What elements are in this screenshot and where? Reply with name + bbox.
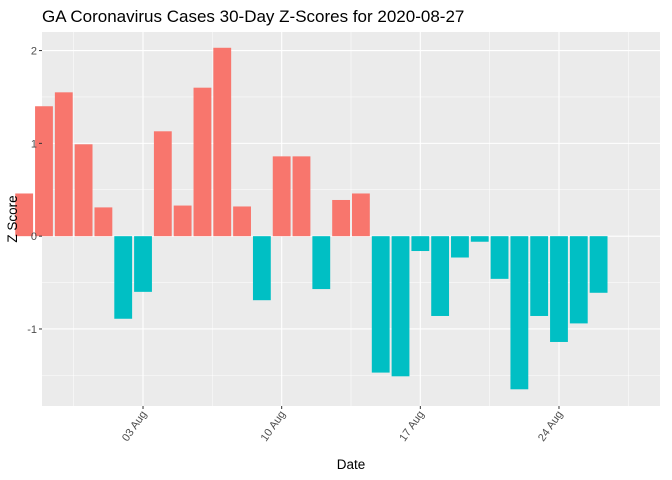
x-axis-title: Date — [337, 457, 366, 472]
y-axis-title: Z Score — [5, 195, 20, 242]
bar-2020-08-14: 2020-08-14: 0.39 — [332, 199, 351, 237]
bar-2020-08-10: 2020-08-10: -0.69 — [252, 236, 271, 301]
bar-2020-08-04: 2020-08-04: -0.6 — [134, 236, 152, 292]
chart-title: GA Coronavirus Cases 30-Day Z-Scores for… — [42, 7, 464, 26]
bar-2020-08-03: 2020-08-03: -0.89 — [114, 236, 133, 319]
bars: 2020-07-29: 0.462020-07-30: 1.42020-07-3… — [15, 47, 608, 390]
bar-2020-08-08: 2020-08-08: 2.03 — [213, 47, 232, 237]
bar-2020-08-13: 2020-08-13: -0.57 — [312, 236, 331, 290]
bar-2020-08-19: 2020-08-19: -0.86 — [431, 236, 450, 316]
bar-2020-08-09: 2020-08-09: 0.32 — [233, 206, 251, 237]
y-tick-label: 0 — [31, 231, 37, 243]
y-tick-label: 1 — [31, 138, 37, 150]
bar-2020-08-18: 2020-08-18: -0.16 — [411, 236, 430, 252]
bar-2020-08-02: 2020-08-02: 0.31 — [94, 207, 113, 237]
bar-2020-08-15: 2020-08-15: 0.46 — [351, 193, 370, 237]
bar-2020-08-17: 2020-08-17: -1.51 — [391, 236, 410, 377]
bar-2020-08-07: 2020-08-07: 1.6 — [193, 87, 212, 237]
bar-2020-08-01: 2020-08-01: 0.99 — [74, 144, 93, 237]
bar-2020-08-05: 2020-08-05: 1.13 — [153, 131, 172, 237]
bar-2020-08-16: 2020-08-16: -1.47 — [371, 236, 390, 373]
bar-2020-08-20: 2020-08-20: -0.23 — [451, 236, 469, 258]
bar-2020-08-23: 2020-08-23: -1.65 — [510, 236, 529, 390]
bar-2020-08-11: 2020-08-11: 0.86 — [272, 156, 291, 237]
bar-2020-08-27: 2020-08-27: -0.61 — [589, 236, 608, 293]
bar-2020-08-26: 2020-08-26: -0.94 — [569, 236, 588, 324]
bar-2020-08-24: 2020-08-24: -0.86 — [530, 236, 549, 316]
bar-2020-07-31: 2020-07-31: 1.55 — [54, 92, 73, 237]
grid-minor — [42, 32, 660, 406]
bar-2020-07-30: 2020-07-30: 1.4 — [35, 106, 53, 237]
y-tick-label: -1 — [27, 324, 37, 336]
bar-2020-08-21: 2020-08-21: -0.06 — [470, 236, 489, 242]
bar-2020-08-12: 2020-08-12: 0.86 — [292, 156, 311, 237]
y-axis: -1 0 1 2 — [27, 46, 42, 336]
bar-2020-08-25: 2020-08-25: -1.14 — [550, 236, 568, 342]
bar-2020-07-29: 2020-07-29: 0.46 — [15, 193, 34, 237]
bar-2020-08-22: 2020-08-22: -0.46 — [490, 236, 509, 279]
y-tick-label: 2 — [31, 46, 37, 58]
bar-2020-08-06: 2020-08-06: 0.33 — [173, 205, 192, 237]
